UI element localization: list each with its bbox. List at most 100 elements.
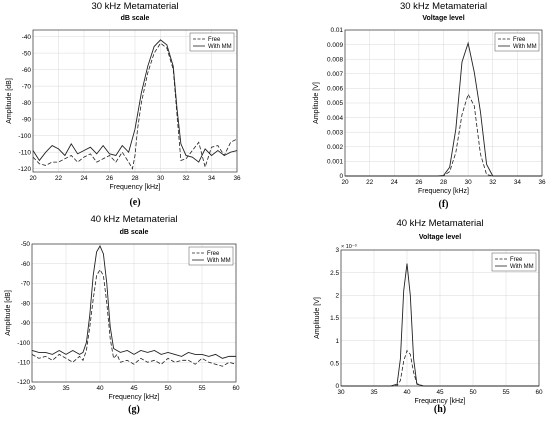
x-tick-label: 50 — [164, 385, 172, 392]
series-line-free — [32, 42, 238, 170]
chart-panel-g: 40 kHz Metamaterial dB scale 30 35 40 45 50 55 6… — [5, 214, 240, 415]
y-tick-label: 0.004 — [327, 115, 343, 122]
x-tick-label: 30 — [465, 179, 473, 186]
y-tick-label: -80 — [21, 300, 31, 307]
x-tick-label: 55 — [502, 389, 510, 396]
plot-area — [31, 243, 237, 383]
y-tick-label: 0.5 — [330, 361, 339, 368]
x-tick-label: 32 — [489, 179, 497, 186]
legend-entry: Free — [513, 37, 526, 43]
x-axis-label: Frequency [kHz] — [415, 398, 466, 405]
y-tick-label: 1 — [335, 338, 339, 345]
y-tick-label: -90 — [22, 116, 32, 123]
y-tick-label: -60 — [21, 261, 31, 268]
x-tick-label: 26 — [106, 175, 114, 182]
y-tick-label: 0 — [339, 173, 343, 180]
plot-area — [32, 29, 238, 173]
y-tick-label: -50 — [21, 241, 31, 248]
chart-subtitle: Voltage level — [419, 234, 461, 241]
x-axis-label: Frequency [kHz] — [418, 188, 469, 195]
legend-box — [491, 252, 537, 272]
chart-title: 30 kHz Metamaterial — [91, 1, 178, 12]
y-axis-label: Amplitude [dB] — [6, 78, 13, 124]
legend-entry: Free — [510, 257, 523, 263]
x-tick-label: 30 — [28, 385, 36, 392]
x-tick-label: 24 — [80, 175, 88, 182]
x-tick-label: 40 — [96, 385, 104, 392]
chart-title: 40 kHz Metamaterial — [396, 218, 483, 229]
y-tick-label: 3 — [335, 247, 339, 254]
y-tick-label: 0.001 — [327, 159, 343, 166]
y-tick-label: -70 — [22, 83, 32, 90]
y-tick-label: -70 — [21, 281, 31, 288]
x-tick-label: 22 — [55, 175, 63, 182]
panel-caption: (h) — [434, 404, 446, 415]
x-tick-label: 24 — [391, 179, 399, 186]
y-tick-label: 0.01 — [331, 27, 344, 34]
y-tick-label: 0 — [335, 383, 339, 390]
y-tick-label: -120 — [18, 166, 31, 173]
series-line-free — [31, 268, 237, 367]
y-exponent-label: × 10⁻³ — [341, 244, 357, 250]
y-tick-label: 0.007 — [327, 71, 343, 78]
y-tick-label: -100 — [18, 133, 31, 140]
y-tick-label: -40 — [22, 34, 32, 41]
x-tick-label: 26 — [415, 179, 423, 186]
x-tick-label: 36 — [538, 179, 546, 186]
y-tick-label: -90 — [21, 320, 31, 327]
x-tick-label: 28 — [131, 175, 139, 182]
legend-entry: Free — [207, 251, 220, 257]
legend-box — [189, 32, 235, 52]
y-tick-label: 1.5 — [330, 315, 339, 322]
y-tick-label: -110 — [19, 149, 32, 156]
y-tick-label: 0.002 — [327, 144, 343, 151]
y-tick-label: 2.5 — [330, 270, 339, 277]
x-tick-label: 32 — [182, 175, 190, 182]
x-tick-label: 20 — [341, 179, 349, 186]
y-tick-label: 0.005 — [327, 100, 343, 107]
y-tick-label: -60 — [22, 67, 32, 74]
chart-subtitle: dB scale — [121, 15, 150, 22]
x-axis-label: Frequency [kHz] — [110, 184, 161, 191]
legend-box — [494, 32, 540, 52]
y-axis-label: Amplitude [V] — [313, 82, 320, 124]
y-tick-label: -80 — [22, 100, 32, 107]
panel-caption: (g) — [128, 404, 140, 415]
legend-entry: With MM — [208, 44, 232, 50]
x-tick-label: 55 — [198, 385, 206, 392]
y-tick-label: 2 — [335, 293, 339, 300]
x-tick-label: 28 — [440, 179, 448, 186]
x-tick-label: 45 — [130, 385, 138, 392]
panel-caption: (f) — [439, 199, 449, 210]
series-line-with-mm — [31, 244, 236, 359]
y-tick-label: -50 — [22, 50, 32, 57]
chart-subtitle: dB scale — [120, 229, 149, 236]
x-tick-label: 20 — [29, 175, 37, 182]
x-tick-label: 40 — [403, 389, 411, 396]
x-tick-label: 35 — [62, 385, 70, 392]
y-axis-label: Amplitude [dB] — [5, 290, 12, 336]
x-tick-label: 45 — [436, 389, 444, 396]
legend-entry: Free — [208, 37, 221, 43]
x-axis-label: Frequency [kHz] — [109, 394, 160, 401]
series-line-free — [341, 349, 539, 387]
x-tick-label: 22 — [366, 179, 374, 186]
chart-panel-e: 30 kHz Metamaterial dB scale 20 22 24 26 28 30 3… — [6, 1, 241, 208]
legend-entry: With MM — [207, 258, 231, 264]
y-tick-label: 0.008 — [327, 56, 343, 63]
y-tick-label: 0.009 — [327, 42, 343, 49]
chart-subtitle: Voltage level — [422, 15, 464, 22]
panel-caption: (e) — [129, 197, 140, 208]
x-tick-label: 34 — [514, 179, 522, 186]
chart-title: 40 kHz Metamaterial — [90, 214, 177, 225]
legend-entry: With MM — [510, 264, 534, 270]
series-line-with-mm — [345, 41, 542, 177]
x-tick-label: 60 — [535, 389, 543, 396]
y-tick-label: -110 — [18, 359, 31, 366]
